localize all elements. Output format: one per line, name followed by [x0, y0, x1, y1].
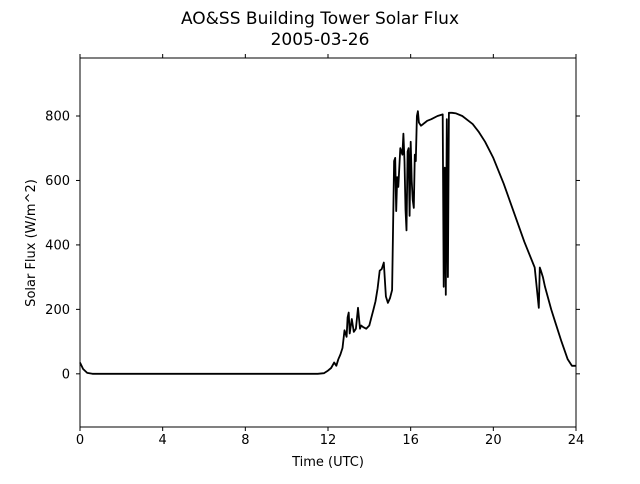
x-tick-label: 20 [485, 433, 502, 448]
y-tick-label: 400 [45, 238, 70, 253]
y-tick-label: 200 [45, 303, 70, 318]
x-tick-label: 16 [402, 433, 419, 448]
x-tick-label: 24 [568, 433, 585, 448]
x-tick-label: 8 [241, 433, 249, 448]
x-tick-label: 12 [320, 433, 337, 448]
y-tick-label: 800 [45, 110, 70, 125]
plot-area [79, 110, 576, 375]
chart-title: AO&SS Building Tower Solar Flux [181, 9, 459, 29]
y-tick-label: 600 [45, 174, 70, 189]
x-tick-label: 4 [159, 433, 167, 448]
y-axis-label: Solar Flux (W/m^2) [24, 179, 39, 307]
x-tick-label: 0 [76, 433, 84, 448]
solar-flux-series-line [79, 110, 576, 375]
axis-ticks: 0 4 8 12 16 20 24 0 200 400 600 800 [45, 54, 584, 448]
chart-subtitle: 2005-03-26 [271, 30, 370, 50]
plot-frame [79, 57, 577, 428]
y-tick-label: 0 [62, 367, 70, 382]
x-axis-label: Time (UTC) [291, 455, 364, 470]
